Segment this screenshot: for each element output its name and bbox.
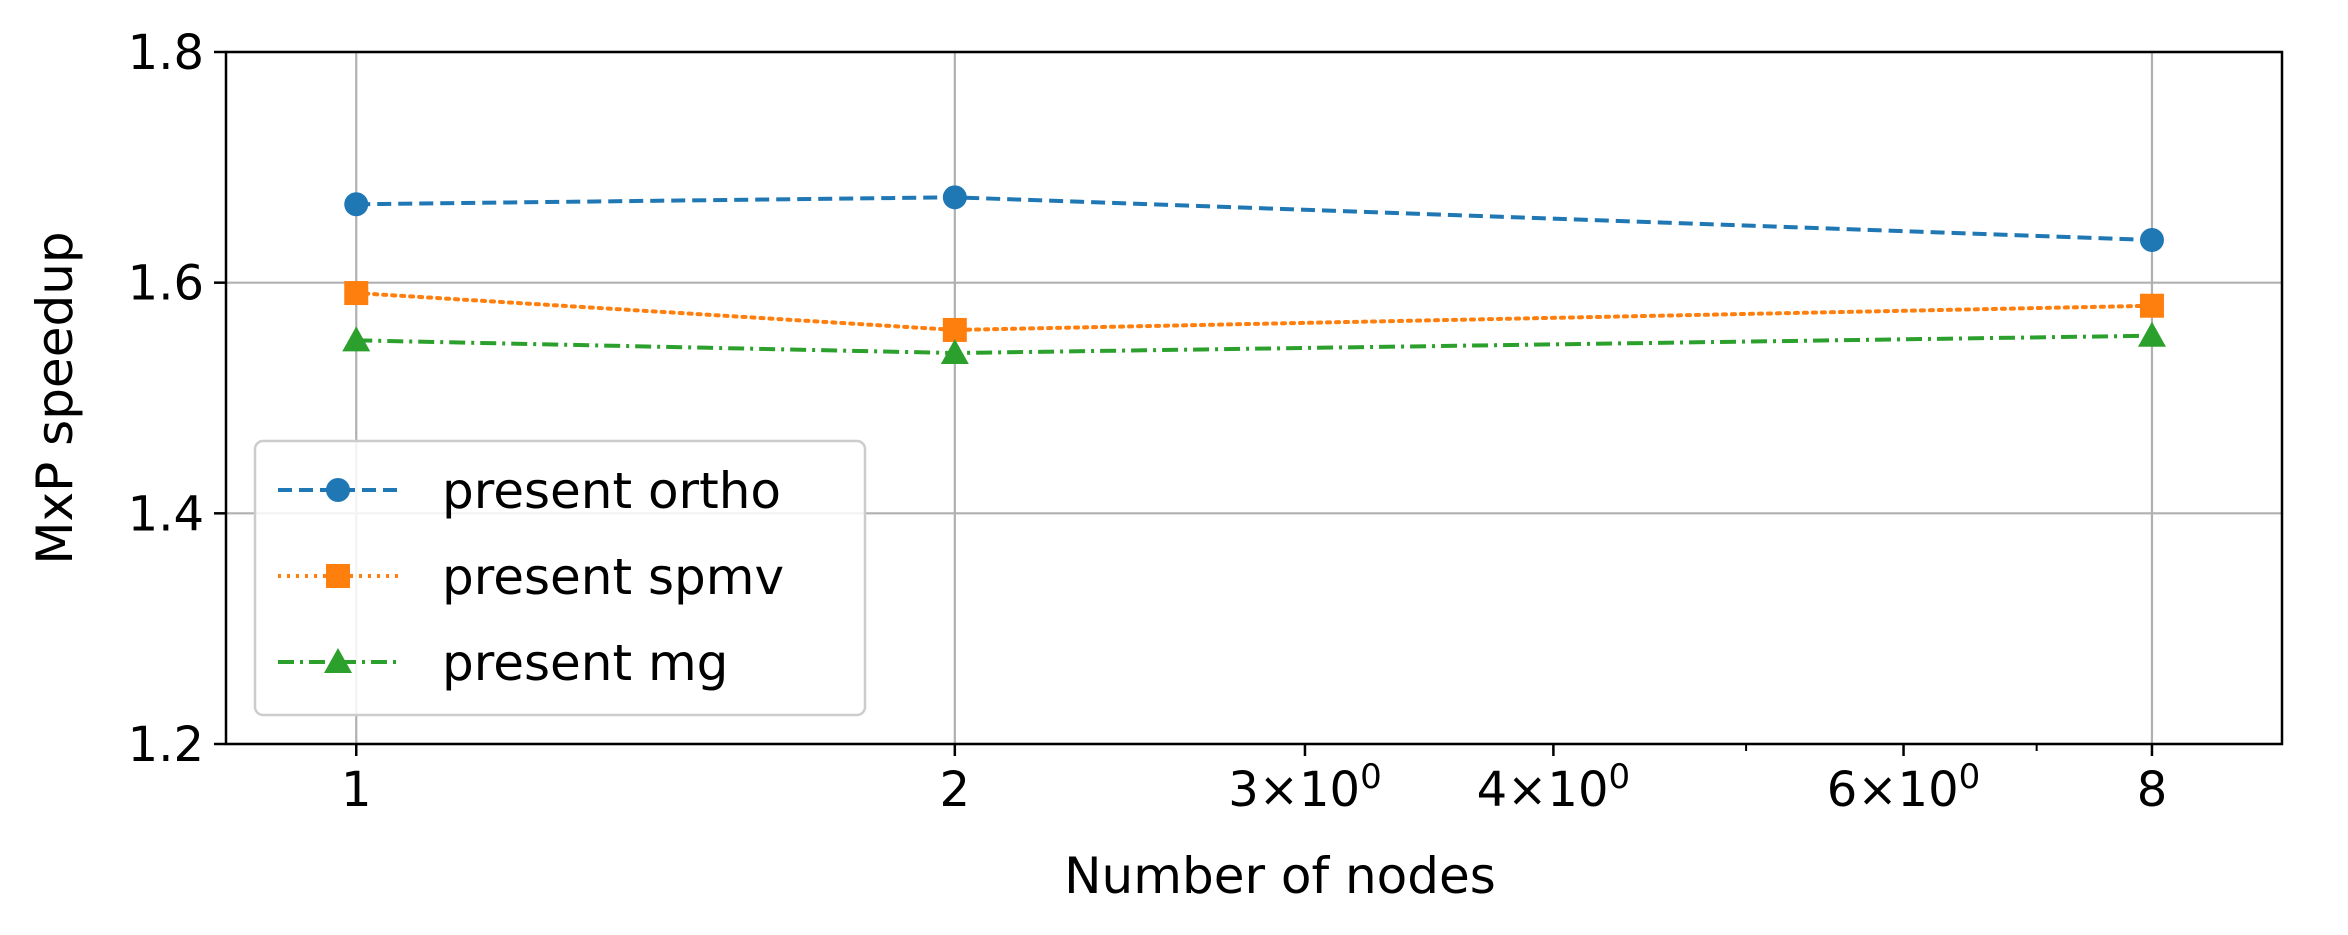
series-layer (342, 185, 2166, 365)
x-tick-label: 3×100 (1228, 757, 1381, 818)
data-point-present-mg (342, 326, 371, 352)
data-point-present-ortho (942, 185, 967, 210)
legend-frame (253, 439, 867, 717)
series-present-spmv (344, 281, 2164, 342)
legend-item-present-spmv: present spmv (278, 548, 784, 606)
legend-label: present ortho (442, 462, 781, 520)
legend-label: present mg (442, 634, 728, 692)
series-line-present-mg (356, 333, 2152, 356)
data-point-present-ortho (2139, 227, 2164, 252)
y-tick-label: 1.6 (128, 256, 204, 312)
y-tick-label: 1.8 (128, 25, 204, 81)
legend: present ortho present spmv present mg (253, 439, 867, 717)
series-line-present-ortho (356, 195, 2153, 242)
data-point-present-spmv (344, 281, 369, 306)
data-point-present-mg (2137, 321, 2166, 347)
legend-item-present-ortho: present ortho (278, 462, 781, 520)
plot-frame (224, 50, 2284, 746)
data-point-present-spmv (942, 317, 967, 342)
legend-marker (326, 478, 350, 502)
y-axis-title: MxP speedup (26, 231, 84, 564)
axis-ticks: 1.2 1.4 1.6 1.8 1 2 3×100 4×100 6×100 8 (128, 25, 2168, 818)
legend-label: present spmv (442, 548, 784, 606)
x-tick-label: 2 (940, 762, 971, 818)
legend-marker (326, 564, 350, 588)
x-tick-label: 1 (341, 762, 372, 818)
x-tick-label: 8 (2137, 762, 2168, 818)
y-tick-label: 1.2 (128, 717, 204, 773)
series-line-present-spmv (354, 291, 2154, 332)
series-present-ortho (344, 185, 2164, 252)
x-tick-label: 4×100 (1477, 757, 1630, 818)
legend-marker (324, 648, 352, 673)
x-tick-label: 6×100 (1827, 757, 1980, 818)
legend-item-present-mg: present mg (278, 634, 728, 692)
x-axis-title: Number of nodes (1064, 847, 1496, 905)
data-point-present-spmv (2139, 293, 2164, 318)
y-tick-label: 1.4 (128, 486, 204, 542)
series-present-mg (342, 321, 2166, 365)
data-point-present-mg (940, 339, 969, 365)
data-point-present-ortho (344, 192, 369, 217)
